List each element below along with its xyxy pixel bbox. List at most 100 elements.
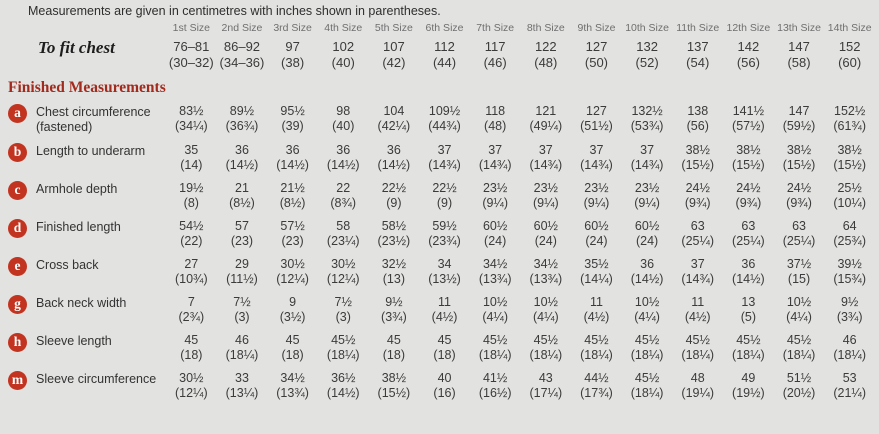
value-cm: 45 [386, 333, 401, 347]
value-cm: 32½ [381, 257, 407, 271]
measurement-value-cell: 39½ (15¾) [824, 256, 875, 287]
size-header: 2nd Size [221, 22, 263, 34]
value-cm: 9½ [385, 295, 403, 309]
measurement-value-cell: 58½ (23½) [369, 218, 420, 249]
header-spacer [0, 22, 166, 36]
measurement-value-cell: 45½ (18¼) [571, 332, 622, 363]
value-inches: (52) [635, 55, 659, 70]
value-inches: (15½) [681, 158, 715, 172]
measurement-value-cell: 147 (59½) [774, 103, 825, 135]
value-inches: (18¼) [326, 348, 360, 362]
measurement-label-cell: b Length to underarm [0, 142, 166, 173]
value-inches: (14½) [630, 272, 664, 286]
value-cm: 45½ [584, 333, 609, 347]
value-cm: 57 [235, 219, 249, 233]
measurement-value-cell: 40 (16) [419, 370, 470, 401]
measurement-value-cell: 132 (52) [622, 39, 673, 70]
value-inches: (24) [585, 234, 608, 248]
measurement-value-cell: 141½ (57½) [723, 103, 774, 135]
value-inches: (3¾) [836, 310, 863, 324]
measurement-value-cell: 34½ (13¾) [267, 370, 318, 401]
measurement-value-cell: 109½ (44¾) [419, 103, 470, 135]
value-cm: 34½ [482, 257, 508, 271]
measurement-value-cell: 22 (8¾) [318, 180, 369, 211]
value-cm: 60½ [533, 219, 558, 233]
value-inches: (18¼) [630, 386, 664, 400]
value-cm: 60½ [584, 219, 609, 233]
value-inches: (23¼) [326, 234, 360, 248]
value-cm: 30½ [280, 257, 305, 271]
value-inches: (3) [234, 310, 250, 324]
size-header: 12th Size [726, 22, 771, 34]
value-inches: (10¾) [174, 272, 208, 286]
value-cm: 24½ [786, 181, 812, 195]
measurement-value-cell: 34 (13½) [419, 256, 470, 287]
value-inches: (24) [534, 234, 557, 248]
row-badge-m: m [8, 371, 27, 390]
value-cm: 40 [437, 371, 452, 385]
value-inches: (44¾) [428, 119, 461, 133]
measurement-value-cell: 86–92 (34–36) [217, 39, 268, 70]
size-header: 11th Size [676, 22, 720, 34]
measurement-label: Back neck width [36, 296, 127, 310]
value-inches: (14½) [377, 158, 411, 172]
measurement-value-cell: 63 (25¼) [672, 218, 723, 249]
measurement-label-cell: m Sleeve circumference [0, 370, 166, 401]
measurement-label: Finished length [36, 220, 121, 234]
value-cm: 41½ [482, 371, 508, 385]
size-header: 4th Size [324, 22, 363, 34]
measurement-value-cell: 21½ (8½) [267, 180, 318, 211]
measurement-row-d: d Finished length 54½ (22) 57 (23) 57½ (23) 58 (2… [0, 218, 879, 249]
value-inches: (18) [180, 348, 203, 362]
value-inches: (22) [180, 234, 203, 248]
value-cm: 60½ [634, 219, 660, 233]
measurement-value-cell: 10½ (4¼) [622, 294, 673, 325]
value-cm: 127 [585, 39, 608, 54]
value-cm: 122 [534, 39, 557, 54]
value-inches: (58) [787, 55, 811, 70]
measurement-value-cell: 107 (42) [369, 39, 420, 70]
measurement-value-cell: 60½ (24) [470, 218, 521, 249]
value-inches: (18¼) [529, 348, 563, 362]
value-cm: 38½ [736, 143, 761, 157]
measurement-value-cell: 30½ (12¼) [166, 370, 217, 401]
measurement-value-cell: 38½ (15½) [672, 142, 723, 173]
measurement-label-cell: c Armhole depth [0, 180, 166, 211]
measurement-value-cell: 48 (19¼) [672, 370, 723, 401]
measurement-value-cell: 46 (18¼) [824, 332, 875, 363]
measurement-row-e: e Cross back 27 (10¾) 29 (11½) 30½ (12¼) 30½ (12¼… [0, 256, 879, 287]
value-inches: (9¼) [583, 196, 610, 210]
measurement-value-cell: 32½ (13) [369, 256, 420, 287]
measurement-value-cell: 45½ (18¼) [622, 332, 673, 363]
measurement-value-cell: 127 (51½) [571, 103, 622, 135]
value-cm: 11 [438, 295, 452, 309]
value-inches: (9¼) [482, 196, 509, 210]
value-inches: (18¼) [580, 348, 613, 362]
measurement-value-cell: 11 (4½) [571, 294, 622, 325]
value-inches: (11½) [226, 272, 258, 286]
value-cm: 22½ [432, 181, 457, 195]
value-cm: 49 [741, 371, 756, 385]
measurement-value-cell: 38½ (15½) [369, 370, 420, 401]
measurement-value-cell: 24½ (9¾) [774, 180, 825, 211]
value-cm: 37 [640, 143, 655, 157]
measurement-row-b: b Length to underarm 35 (14) 36 (14½) 36 (14½) 3… [0, 142, 879, 173]
measurement-value-cell: 51½ (20½) [774, 370, 825, 401]
value-cm: 142 [737, 39, 760, 54]
value-inches: (16) [433, 386, 456, 400]
measurement-value-cell: 36 (14½) [369, 142, 420, 173]
measurement-value-cell: 37 (14¾) [470, 142, 521, 173]
measurement-value-cell: 132½ (53¾) [622, 103, 673, 135]
measurement-value-cell: 7½ (3) [217, 294, 268, 325]
measurement-label: Sleeve circumference [36, 372, 157, 386]
value-cm: 7½ [233, 295, 251, 309]
measurement-value-cell: 37½ (15) [774, 256, 825, 287]
measurement-value-cell: 36 (14½) [318, 142, 369, 173]
to-fit-chest-row: To fit chest 76–81 (30–32) 86–92 (34–36) 97(… [0, 39, 879, 71]
measurement-label-cell: g Back neck width [0, 294, 166, 325]
measurement-value-cell: 36 (14½) [267, 142, 318, 173]
measurement-value-cell: 30½ (12¼) [318, 256, 369, 287]
measurement-value-cell: 37 (14¾) [419, 142, 470, 173]
value-cm: 39½ [837, 257, 862, 271]
size-header: 9th Size [577, 22, 616, 34]
